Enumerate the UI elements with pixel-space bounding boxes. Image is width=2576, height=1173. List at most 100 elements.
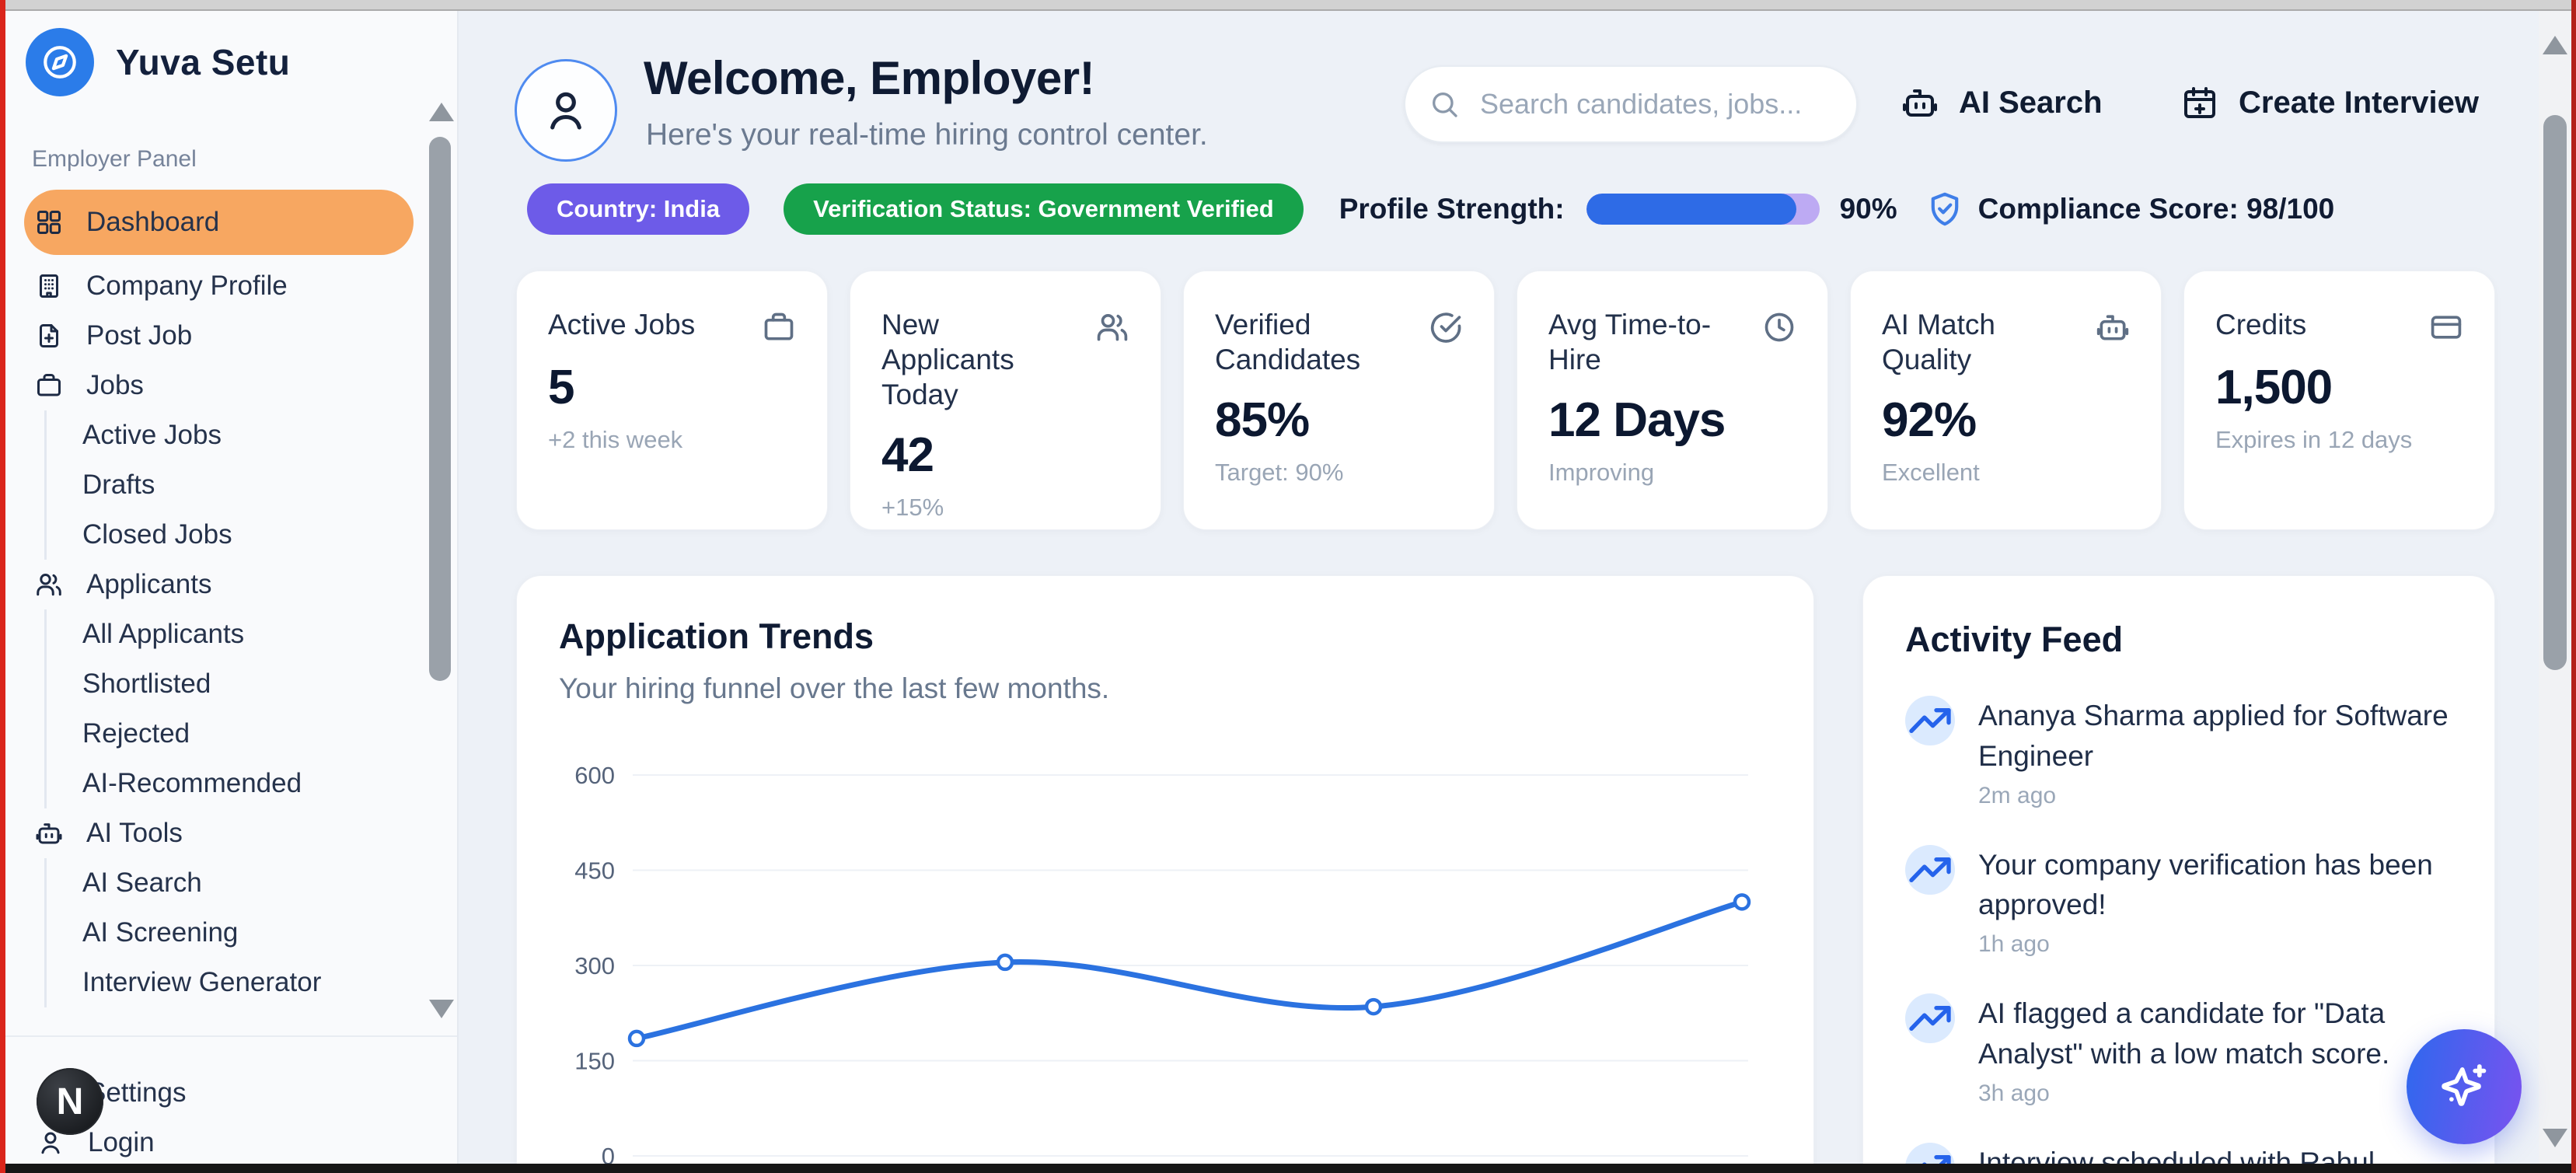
create-interview-button[interactable]: Create Interview bbox=[2181, 84, 2479, 121]
building-icon bbox=[40, 274, 58, 298]
sidebar-item-ai-search[interactable]: AI Search bbox=[47, 858, 414, 908]
sidebar-item-drafts[interactable]: Drafts bbox=[47, 460, 414, 510]
stat-card-credits: Credits 1,500 Expires in 12 days bbox=[2183, 271, 2495, 530]
sidebar-submenu: Active Jobs Drafts Closed Jobs bbox=[44, 410, 414, 560]
credit-card-icon bbox=[2431, 316, 2462, 339]
stat-card-value: 12 Days bbox=[1548, 393, 1726, 448]
shield-check-icon bbox=[1925, 190, 1964, 229]
sidebar-item-post-job[interactable]: Post Job bbox=[24, 311, 414, 361]
sidebar-submenu: AI Search AI Screening Interview Generator bbox=[44, 858, 414, 1007]
trending-up-icon bbox=[1909, 857, 1951, 882]
sidebar-item-label: Jobs bbox=[86, 370, 144, 400]
window-scrollbar-thumb[interactable] bbox=[2543, 115, 2567, 670]
sidebar-item-jobs[interactable]: Jobs bbox=[24, 361, 414, 410]
search-box[interactable] bbox=[1404, 65, 1858, 143]
user-icon bbox=[550, 92, 581, 130]
sidebar-item-company-profile[interactable]: Company Profile bbox=[24, 261, 414, 311]
profile-strength-fill bbox=[1586, 194, 1796, 225]
bot-icon bbox=[1901, 84, 1939, 121]
feed-item[interactable]: AI flagged a candidate for "Data Analyst… bbox=[1905, 993, 2452, 1107]
sidebar-item-shortlisted[interactable]: Shortlisted bbox=[47, 659, 414, 709]
stat-card-subtext: Target: 90% bbox=[1215, 459, 1344, 487]
sidebar-item-login[interactable]: Login bbox=[26, 1118, 457, 1168]
stat-card-title: AI Match Quality bbox=[1882, 309, 1995, 376]
stat-card-subtext: Excellent bbox=[1882, 459, 1980, 487]
feed-item-text: AI flagged a candidate for "Data Analyst… bbox=[1978, 997, 2390, 1070]
sidebar-scrollbar-thumb[interactable] bbox=[429, 137, 451, 681]
feed-item[interactable]: Your company verification has been appro… bbox=[1905, 844, 2452, 958]
activity-feed-card: Activity Feed Ananya Sharma applied for … bbox=[1862, 575, 2495, 1173]
dev-tools-badge[interactable]: N bbox=[37, 1068, 103, 1135]
sidebar-item-label: AI Tools bbox=[86, 818, 183, 848]
sidebar-item-active-jobs[interactable]: Active Jobs bbox=[47, 410, 414, 460]
sidebar-item-rejected[interactable]: Rejected bbox=[47, 709, 414, 759]
brand-name: Yuva Setu bbox=[116, 42, 291, 82]
stat-card-title: Verified Candidates bbox=[1215, 309, 1361, 376]
check-circle-icon bbox=[1430, 312, 1461, 343]
sidebar-item-closed-jobs[interactable]: Closed Jobs bbox=[47, 510, 414, 560]
feed-item-time: 3h ago bbox=[1978, 1080, 2050, 1106]
brand-logo bbox=[26, 28, 94, 96]
stat-card-title: Avg Time-to-Hire bbox=[1548, 309, 1712, 376]
compass-icon bbox=[44, 46, 76, 79]
sidebar-item-applicants[interactable]: Applicants bbox=[24, 560, 414, 609]
stat-card-value: 5 bbox=[548, 361, 574, 414]
stat-cards-row: Active Jobs 5 +2 this week New Applicants T… bbox=[516, 271, 2495, 530]
sidebar-scroll-down-arrow[interactable] bbox=[429, 1000, 454, 1018]
users-icon bbox=[1097, 313, 1128, 341]
grid-icon bbox=[37, 211, 61, 234]
sidebar-item-all-applicants[interactable]: All Applicants bbox=[47, 609, 414, 659]
sidebar-item-label: Post Job bbox=[86, 320, 193, 351]
trend-line-chart: 0 150 300 450 600 bbox=[574, 762, 1751, 1170]
sidebar-item-dashboard[interactable]: Dashboard bbox=[24, 190, 414, 255]
stat-card-new-applicants-today: New Applicants Today 42 +15% bbox=[850, 271, 1161, 530]
svg-text:0: 0 bbox=[602, 1143, 615, 1170]
calendar-plus-icon bbox=[2181, 84, 2218, 121]
feed-item-time: 2m ago bbox=[1978, 782, 2057, 808]
stat-card-verified-candidates: Verified Candidates 85% Target: 90% bbox=[1183, 271, 1495, 530]
trending-up-icon bbox=[1905, 696, 1955, 745]
profile-strength-label: Profile Strength: bbox=[1339, 193, 1565, 225]
sidebar-item-label: All Applicants bbox=[82, 619, 245, 649]
sidebar-item-label: Dashboard bbox=[86, 207, 220, 237]
shield-check-icon bbox=[1931, 192, 1958, 226]
stat-card-title: Credits bbox=[2215, 309, 2307, 340]
sidebar-menu: Employer Panel Dashboard Company Profile P… bbox=[5, 127, 414, 1016]
brand: Yuva Setu bbox=[5, 11, 457, 96]
window-scroll-down-arrow[interactable] bbox=[2543, 1129, 2567, 1147]
profile-strength-bar bbox=[1586, 194, 1820, 225]
bot-icon bbox=[2096, 315, 2129, 340]
stat-card-value: 1,500 bbox=[2215, 361, 2333, 414]
sidebar-item-label: Rejected bbox=[82, 718, 190, 749]
search-input[interactable] bbox=[1478, 87, 1833, 121]
feed-item-text: Your company verification has been appro… bbox=[1978, 848, 2433, 921]
stat-card-subtext: Improving bbox=[1548, 459, 1655, 487]
ai-search-button[interactable]: AI Search bbox=[1901, 84, 2103, 121]
window-scroll-up-arrow[interactable] bbox=[2543, 36, 2567, 54]
sidebar-item-label: Settings bbox=[88, 1077, 187, 1108]
activity-feed-title: Activity Feed bbox=[1905, 620, 2124, 659]
window-left-edge bbox=[0, 0, 5, 1173]
sidebar-item-ai-screening[interactable]: AI Screening bbox=[47, 908, 414, 958]
briefcase-icon bbox=[37, 374, 61, 396]
trending-up-icon bbox=[1905, 844, 1955, 895]
compass-icon bbox=[40, 43, 79, 82]
sidebar: Yuva Setu Employer Panel Dashboard Compan… bbox=[5, 11, 459, 1164]
sidebar-item-interview-generator[interactable]: Interview Generator bbox=[47, 958, 414, 1007]
sidebar-item-label: Company Profile bbox=[86, 271, 288, 301]
calendar-plus-icon bbox=[2184, 87, 2215, 118]
sidebar-item-ai-recommended[interactable]: AI-Recommended bbox=[47, 759, 414, 808]
stat-card-title: New Applicants Today bbox=[881, 309, 1014, 411]
svg-text:300: 300 bbox=[574, 952, 615, 979]
sidebar-scroll-up-arrow[interactable] bbox=[429, 103, 454, 121]
search-icon bbox=[1433, 93, 1457, 117]
ai-assistant-fab[interactable] bbox=[2407, 1029, 2522, 1144]
feed-item[interactable]: Ananya Sharma applied for Software Engin… bbox=[1905, 696, 2452, 809]
window-right-edge bbox=[2571, 0, 2576, 1173]
sidebar-item-label: Active Jobs bbox=[82, 420, 222, 450]
stat-card-avg-time-to-hire: Avg Time-to-Hire 12 Days Improving bbox=[1517, 271, 1828, 530]
stat-card-ai-match-quality: AI Match Quality 92% Excellent bbox=[1850, 271, 2162, 530]
sidebar-item-ai-tools[interactable]: AI Tools bbox=[24, 808, 414, 858]
window-top-edge bbox=[0, 0, 2576, 11]
